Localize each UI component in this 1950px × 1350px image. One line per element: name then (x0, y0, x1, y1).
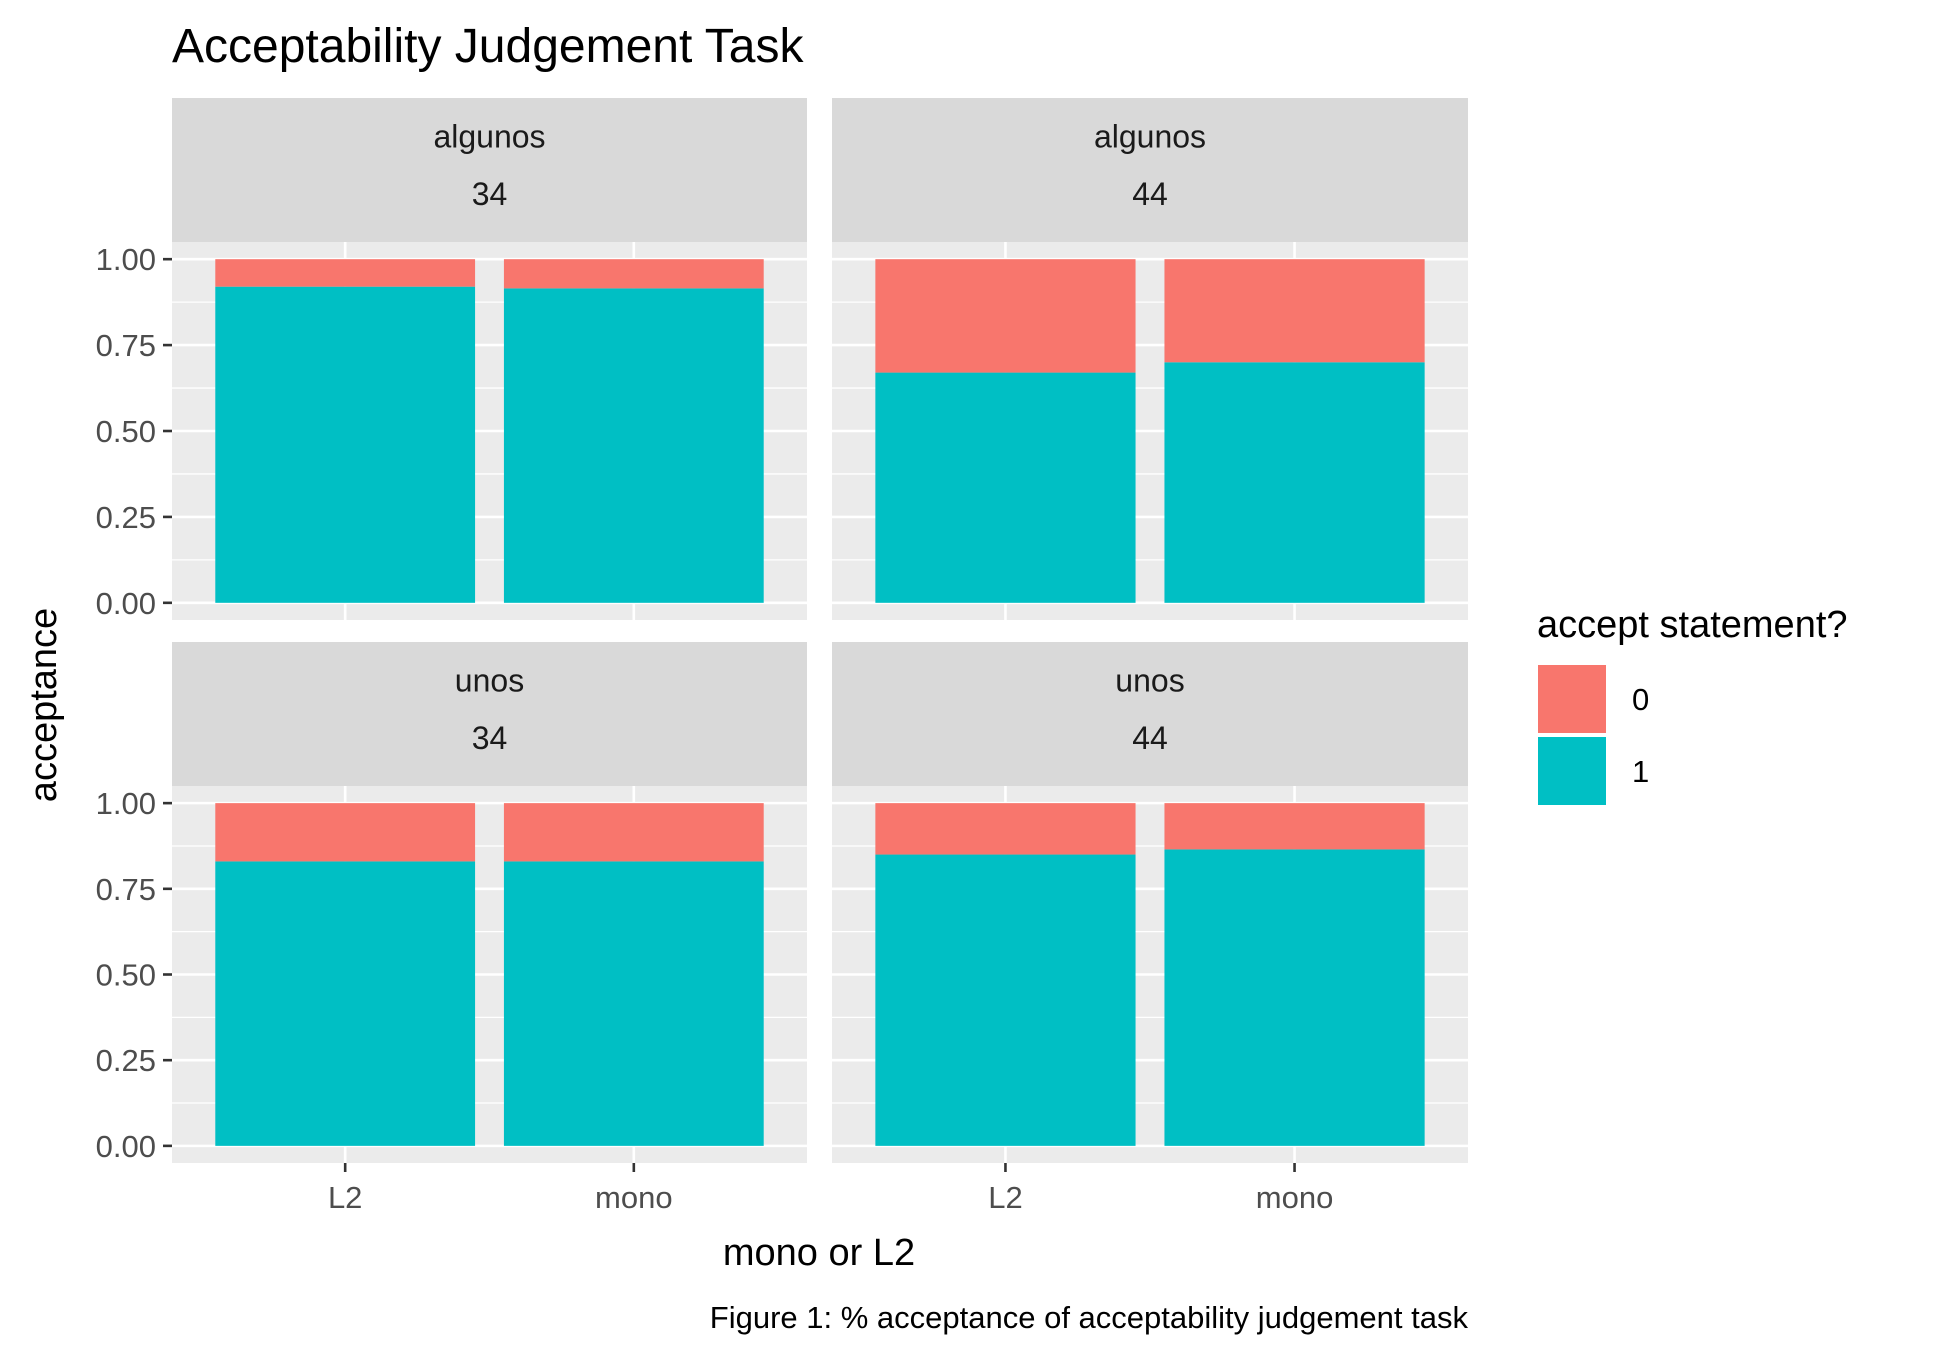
y-tick-label: 0.75 (96, 328, 156, 363)
facet-panel: unos 34 (172, 642, 807, 1163)
bar-segment-0 (215, 259, 476, 287)
y-tick-label: 0.25 (96, 1043, 156, 1078)
bar-segment-1 (875, 854, 1136, 1146)
bar-segment-1 (215, 286, 476, 603)
y-tick-label: 1.00 (96, 786, 156, 821)
bar-segment-0 (875, 259, 1136, 373)
facet-strip (832, 642, 1468, 786)
y-tick-label: 0.00 (96, 586, 156, 621)
y-axis: 0.00 0.25 0.50 0.75 1.00 0.00 0.25 0.50 0.75 1.00 (96, 242, 172, 1164)
facet-strip-label: 34 (472, 176, 508, 212)
chart-title: Acceptability Judgement Task (172, 20, 804, 73)
bar-segment-1 (503, 288, 764, 603)
facet-strip (832, 98, 1468, 242)
x-axis: L2 mono L2 mono (328, 1163, 1333, 1215)
facet-strip (172, 642, 807, 786)
y-tick-label: 0.50 (96, 414, 156, 449)
facet-strip-label: 44 (1132, 176, 1168, 212)
facet-strip-label: 44 (1132, 720, 1168, 756)
x-tick-label: L2 (328, 1180, 362, 1215)
bar-segment-1 (215, 861, 476, 1146)
bar-segment-1 (875, 372, 1136, 603)
facet-strip-label: unos (1115, 662, 1184, 698)
x-tick-label: L2 (988, 1180, 1022, 1215)
y-tick-label: 0.75 (96, 872, 156, 907)
x-tick-label: mono (595, 1180, 673, 1215)
legend-label: 1 (1632, 754, 1649, 789)
bar-segment-0 (1164, 803, 1425, 850)
facet-panel: algunos 34 (172, 98, 807, 620)
chart-caption: Figure 1: % acceptance of acceptability … (710, 1300, 1469, 1335)
x-tick-label: mono (1256, 1180, 1334, 1215)
y-tick-label: 0.50 (96, 958, 156, 993)
x-axis-label: mono or L2 (723, 1232, 915, 1274)
y-tick-label: 0.25 (96, 500, 156, 535)
legend: accept statement? 0 1 (1537, 604, 1848, 806)
legend-swatch-0 (1538, 665, 1606, 733)
facet-strip (172, 98, 807, 242)
bar-segment-0 (875, 803, 1136, 855)
bar-segment-0 (503, 259, 764, 289)
facet-strip-label: algunos (433, 118, 545, 154)
bar-segment-0 (1164, 259, 1425, 363)
y-tick-label: 1.00 (96, 242, 156, 277)
bar-segment-1 (1164, 362, 1425, 603)
facet-panel: unos 44 (832, 642, 1468, 1163)
facet-strip-label: unos (455, 662, 524, 698)
facet-panel: algunos 44 (832, 98, 1468, 620)
bar-segment-1 (503, 861, 764, 1146)
y-tick-label: 0.00 (96, 1129, 156, 1164)
legend-title: accept statement? (1537, 604, 1848, 646)
bar-segment-1 (1164, 849, 1425, 1146)
facet-strip-label: algunos (1094, 118, 1206, 154)
y-axis-label: acceptance (23, 608, 65, 802)
legend-swatch-1 (1538, 737, 1606, 805)
bar-segment-0 (503, 803, 764, 862)
legend-label: 0 (1632, 682, 1649, 717)
bar-segment-0 (215, 803, 476, 862)
facet-panels: algunos 34 algunos 44 unos 34 unos 44 (172, 98, 1468, 1163)
facet-strip-label: 34 (472, 720, 508, 756)
